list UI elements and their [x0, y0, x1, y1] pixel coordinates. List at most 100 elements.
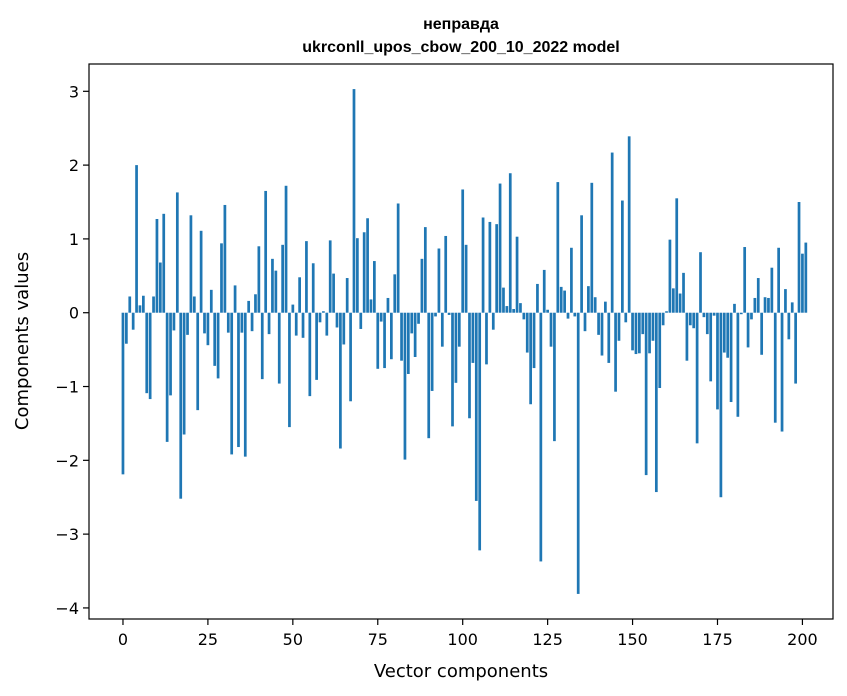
bar-98 [454, 312, 458, 383]
bar-14 [169, 312, 172, 396]
bar-143 [607, 312, 611, 363]
bar-167 [688, 312, 692, 326]
bar-71 [362, 232, 366, 313]
bar-102 [468, 312, 471, 419]
bar-145 [614, 312, 617, 392]
bar-168 [692, 312, 696, 329]
bar-188 [760, 312, 764, 355]
bar-65 [342, 312, 346, 345]
bar-32 [230, 312, 234, 455]
bar-54 [305, 241, 308, 313]
bar-48 [284, 185, 288, 313]
x-tick-label: 75 [368, 630, 388, 649]
bar-28 [216, 312, 220, 379]
bar-186 [753, 297, 757, 313]
bar-194 [780, 312, 784, 432]
bar-129 [559, 286, 563, 313]
bar-26 [209, 289, 213, 313]
bar-73 [369, 299, 373, 313]
x-tick-label: 25 [198, 630, 218, 649]
bar-94 [440, 312, 444, 347]
y-tick-label: 3 [69, 82, 79, 101]
plot-frame [88, 63, 834, 620]
bar-82 [400, 312, 403, 361]
bar-99 [457, 312, 461, 347]
bar-67 [349, 312, 352, 402]
bar-118 [522, 312, 526, 320]
bar-19 [186, 312, 189, 335]
bar-183 [743, 247, 747, 313]
bar-142 [604, 301, 607, 313]
bar-10 [155, 218, 159, 313]
bar-46 [277, 312, 281, 384]
bar-68 [352, 89, 356, 313]
bar-55 [308, 312, 312, 397]
bar-131 [566, 312, 570, 319]
bar-77 [383, 312, 386, 369]
bar-164 [678, 293, 682, 313]
bar-163 [675, 198, 679, 313]
bar-133 [573, 312, 577, 317]
bar-83 [403, 312, 407, 460]
bar-179 [729, 312, 733, 403]
bar-21 [192, 296, 196, 313]
x-tick-label: 200 [787, 630, 818, 649]
bar-185 [750, 312, 753, 320]
bar-33 [233, 285, 237, 313]
bar-172 [705, 312, 709, 335]
bar-136 [583, 312, 587, 332]
bar-29 [220, 243, 223, 313]
bar-151 [634, 312, 638, 355]
bar-100 [461, 189, 465, 313]
bar-43 [267, 312, 271, 335]
bar-106 [481, 217, 485, 313]
bar-86 [413, 312, 417, 357]
bar-112 [502, 287, 505, 313]
bar-123 [539, 312, 543, 562]
bar-128 [556, 182, 560, 313]
y-tick-label: 1 [69, 230, 79, 249]
bar-51 [294, 312, 298, 336]
bar-101 [464, 244, 468, 313]
y-tick-label: −2 [55, 451, 79, 470]
bar-192 [773, 312, 777, 423]
bar-149 [627, 136, 631, 313]
bar-81 [396, 203, 400, 313]
bar-9 [152, 296, 155, 313]
bar-18 [182, 312, 186, 435]
bar-199 [797, 202, 801, 313]
bar-166 [685, 312, 689, 361]
bar-92 [434, 312, 437, 317]
bar-41 [260, 312, 264, 380]
bar-152 [638, 312, 641, 354]
bar-70 [359, 312, 363, 329]
bar-16 [175, 192, 179, 313]
bar-153 [641, 312, 645, 335]
bar-79 [390, 312, 393, 360]
bar-27 [213, 312, 217, 366]
bar-85 [410, 312, 414, 334]
bar-12 [162, 213, 166, 313]
bar-11 [158, 262, 162, 313]
bar-34 [237, 312, 240, 448]
bar-7 [145, 312, 149, 394]
x-tick-label: 150 [617, 630, 648, 649]
bar-60 [325, 312, 329, 336]
bar-61 [328, 240, 332, 313]
bar-165 [682, 272, 685, 313]
bar-193 [777, 247, 780, 313]
bar-64 [339, 312, 342, 449]
bar-39 [254, 294, 257, 313]
bar-196 [787, 312, 791, 340]
bar-121 [532, 312, 536, 369]
bar-38 [250, 312, 254, 332]
bar-75 [376, 312, 380, 369]
bar-96 [447, 312, 451, 315]
bar-69 [356, 238, 359, 313]
bar-189 [763, 297, 767, 313]
bar-31 [226, 312, 230, 333]
bar-135 [580, 215, 583, 313]
bar-84 [406, 312, 410, 374]
bar-122 [536, 283, 539, 313]
